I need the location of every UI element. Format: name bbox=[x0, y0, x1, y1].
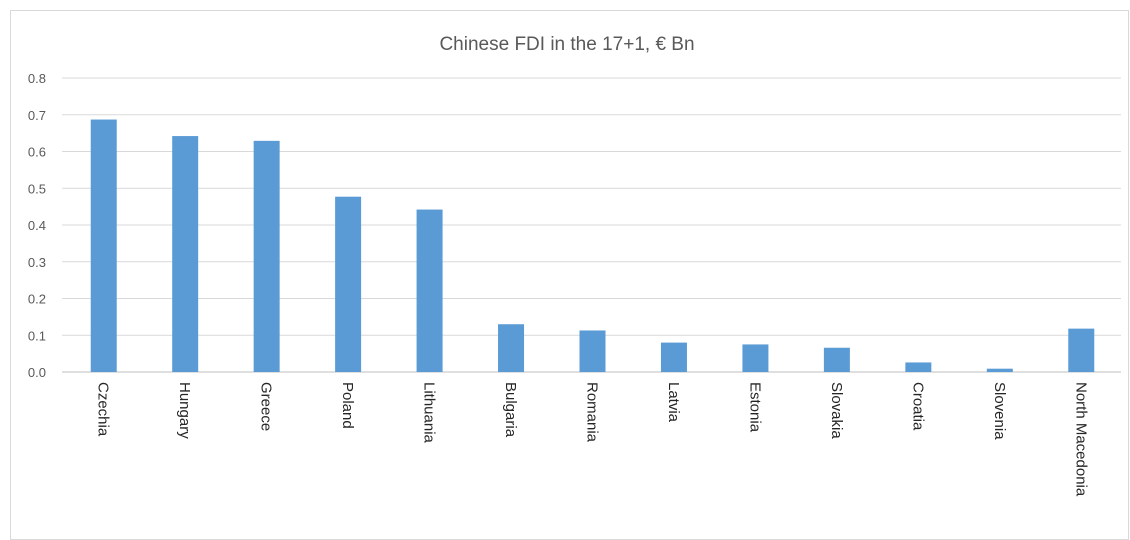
bar-romania bbox=[579, 330, 606, 372]
bar-estonia bbox=[742, 344, 769, 372]
x-tick-label: Estonia bbox=[746, 382, 763, 433]
bar-greece bbox=[253, 140, 280, 372]
x-tick-label: Slovenia bbox=[991, 382, 1008, 440]
y-tick-label: 0.8 bbox=[28, 71, 46, 86]
bar-czechia bbox=[90, 119, 117, 372]
x-tick-label: Hungary bbox=[176, 382, 193, 439]
x-tick-label: Latvia bbox=[665, 382, 682, 423]
bar-croatia bbox=[905, 362, 932, 372]
x-tick-label: Poland bbox=[339, 382, 356, 429]
bar-north-macedonia bbox=[1068, 328, 1095, 372]
x-tick-label: Slovakia bbox=[828, 382, 845, 439]
bar-hungary bbox=[172, 136, 199, 372]
bar-slovakia bbox=[823, 347, 850, 372]
x-tick-label: Greece bbox=[258, 382, 275, 431]
x-tick-label: Romania bbox=[584, 382, 601, 443]
y-tick-label: 0.5 bbox=[28, 181, 46, 196]
bar-bulgaria bbox=[498, 324, 525, 372]
x-axis-labels: Czechia Hungary Greece Poland Lithuania Bulga… bbox=[95, 382, 1090, 497]
x-tick-label: Lithuania bbox=[421, 382, 438, 444]
bar-slovenia bbox=[986, 368, 1013, 372]
chart-title: Chinese FDI in the 17+1, € Bn bbox=[439, 34, 694, 55]
bar-lithuania bbox=[416, 209, 443, 372]
x-tick-label: Bulgaria bbox=[502, 382, 519, 438]
x-tick-label: Croatia bbox=[909, 382, 926, 431]
y-tick-label: 0.0 bbox=[28, 365, 46, 380]
bars bbox=[90, 119, 1095, 372]
y-tick-label: 0.4 bbox=[28, 218, 46, 233]
y-tick-label: 0.3 bbox=[28, 255, 46, 270]
y-tick-label: 0.7 bbox=[28, 108, 46, 123]
gridlines bbox=[62, 77, 1121, 373]
y-tick-label: 0.1 bbox=[28, 328, 46, 343]
y-tick-label: 0.2 bbox=[28, 292, 46, 307]
x-tick-label: Czechia bbox=[95, 382, 112, 437]
y-axis-ticks: 0.0 0.1 0.2 0.3 0.4 0.5 0.6 0.7 0.8 bbox=[28, 71, 46, 380]
y-tick-label: 0.6 bbox=[28, 145, 46, 160]
bar-latvia bbox=[660, 342, 687, 372]
x-tick-label: North Macedonia bbox=[1072, 382, 1089, 497]
bar-poland bbox=[335, 196, 362, 372]
